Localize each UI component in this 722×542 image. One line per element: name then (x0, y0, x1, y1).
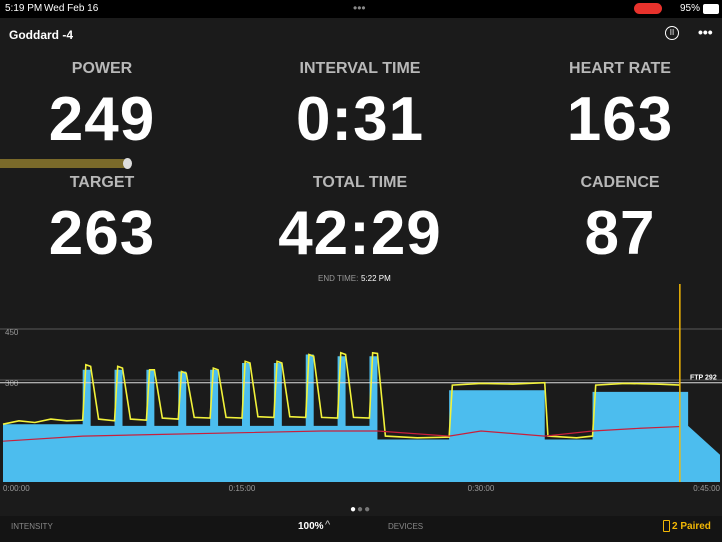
metric-value: 42:29 (278, 199, 442, 268)
battery-icon (703, 4, 719, 14)
status-date: Wed Feb 16 (44, 3, 99, 14)
y-tick-label: 450 (5, 328, 19, 337)
metric-label: HEART RATE (569, 60, 671, 77)
status-bar (0, 0, 722, 18)
x-tick-label: 0:45:00 (693, 484, 720, 493)
device-icon (663, 520, 670, 532)
metric-label: TOTAL TIME (312, 174, 408, 191)
metric-value: 263 (48, 199, 156, 268)
intensity-label[interactable]: INTENSITY (11, 522, 53, 531)
workout-title: Goddard -4 (9, 28, 74, 42)
metric-label: INTERVAL TIME (299, 60, 421, 77)
metric-label: CADENCE (580, 174, 660, 191)
more-button[interactable]: ••• (698, 24, 713, 40)
metric-value: 249 (48, 85, 156, 154)
metric-label: POWER (71, 60, 133, 77)
pause-button[interactable]: II (665, 26, 679, 40)
ftp-label: FTP 292 (690, 375, 717, 382)
x-tick-label: 0:15:00 (229, 484, 256, 493)
footer-bar (0, 516, 722, 542)
devices-label[interactable]: DEVICES (388, 522, 424, 531)
multitask-dots[interactable]: ••• (353, 1, 366, 15)
intensity-caret[interactable]: ^ (325, 519, 331, 531)
page-dots[interactable]: ●●● (350, 504, 372, 515)
metric-value: 0:31 (295, 85, 425, 154)
x-tick-label: 0:00:00 (3, 484, 30, 493)
status-time: 5:19 PM (5, 3, 43, 14)
paired-count[interactable]: 2 Paired (672, 521, 711, 532)
intensity-value[interactable]: 100% (298, 521, 324, 532)
heart-rate-line (2, 425, 681, 442)
battery: 95% (680, 3, 701, 14)
y-tick-label: 300 (5, 379, 19, 388)
metric-value: 163 (566, 85, 674, 154)
target-profile (3, 354, 720, 482)
metric-value: 87 (584, 199, 656, 268)
power-bar (0, 159, 128, 168)
x-tick-label: 0:30:00 (468, 484, 495, 493)
record-indicator (634, 3, 662, 14)
power-line (2, 351, 681, 439)
metric-label: TARGET (69, 174, 135, 191)
power-bar-knob (123, 158, 132, 169)
end-time-label: END TIME: (318, 274, 359, 283)
end-time: 5:22 PM (361, 274, 391, 283)
